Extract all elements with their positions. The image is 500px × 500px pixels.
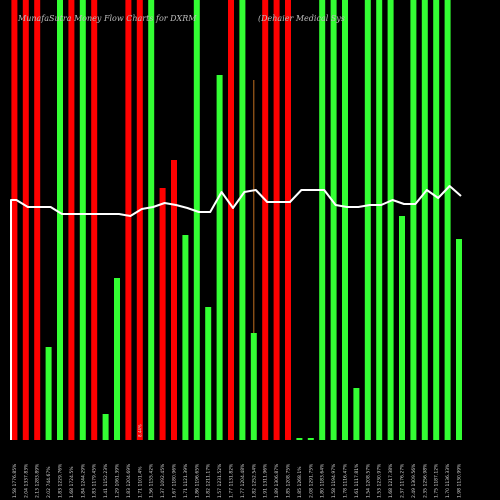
bar-10 — [125, 0, 132, 440]
x-tick-label-33: 1.68 1217.38% — [388, 463, 394, 498]
bar-6 — [79, 0, 86, 440]
money-flow-line — [10, 185, 462, 440]
x-tick-label-layer: 1.58 1776.85% 2.04 1337.83% 2.13 1283.89% 2… — [12, 424, 463, 498]
x-tick-label-19: 1.77 1131.82% — [229, 463, 235, 498]
x-tick-label-2: 2.13 1283.89% — [35, 463, 41, 498]
bar-29 — [342, 0, 348, 440]
x-tick-label-28: 1.58 1194.97% — [331, 463, 337, 498]
bar-27 — [319, 0, 326, 440]
bar-16 — [193, 0, 200, 440]
x-tick-label-21: 1.82 1252.54% — [251, 463, 257, 498]
x-tick-label-38: 1.70 1136.33% — [445, 463, 451, 498]
x-tick-label-32: 1.53 1230.97% — [377, 463, 383, 498]
bar-22 — [262, 0, 269, 440]
x-tick-label-25: 1.85 1268.1% — [297, 466, 303, 498]
bar-15 — [182, 235, 189, 440]
bar-23 — [273, 0, 280, 440]
bar-2 — [34, 0, 41, 440]
bar-19 — [228, 0, 234, 440]
bar-14 — [171, 160, 177, 440]
x-tick-label-23: 1.89 1306.87% — [274, 463, 280, 498]
bar-3 — [45, 347, 52, 440]
x-tick-label-37: 1.75 1187.12% — [434, 463, 440, 498]
x-tick-label-39: 1.98 1130.99% — [457, 463, 463, 498]
x-tick-label-10: 1.83 1204.69% — [126, 463, 132, 498]
bar-13 — [159, 188, 166, 440]
bar-17 — [205, 307, 212, 440]
bar-21 — [250, 333, 257, 440]
x-tick-label-3: 2.02 744.67% — [46, 466, 52, 498]
bar-28 — [330, 0, 337, 440]
bar-35 — [410, 0, 417, 440]
x-tick-label-9: 1.29 1061.39% — [115, 463, 121, 498]
money-flow-line-layer — [10, 185, 462, 440]
bar-30 — [353, 388, 360, 440]
x-tick-label-12: 1.56 1155.42% — [149, 463, 155, 498]
bar-12 — [148, 0, 155, 440]
bar-18 — [216, 75, 223, 440]
x-tick-label-18: 1.57 1231.52% — [217, 463, 223, 498]
x-tick-label-15: 1.71 1121.39% — [183, 463, 189, 498]
x-tick-label-29: 1.78 1116.47% — [343, 463, 349, 498]
bar-24 — [285, 0, 291, 440]
bar-20 — [239, 0, 246, 440]
x-tick-label-6: 1.84 1244.29% — [80, 463, 86, 498]
bar-39 — [456, 239, 462, 440]
bar-34 — [399, 216, 405, 440]
x-tick-label-4: 1.83 1229.76% — [58, 463, 64, 498]
bar-33 — [387, 0, 394, 440]
x-tick-label-7: 1.83 1179.45% — [92, 463, 98, 498]
x-tick-label-17: 1.82 1211.17% — [206, 463, 212, 498]
bar-36 — [421, 0, 428, 440]
x-tick-label-34: 2.37 1176.27% — [400, 463, 406, 498]
bar-31 — [364, 0, 371, 440]
x-tick-label-31: 1.54 1208.57% — [365, 463, 371, 498]
bar-9 — [114, 278, 120, 440]
bar-25 — [296, 438, 303, 440]
bar-26 — [307, 438, 314, 440]
x-tick-label-24: 1.85 1208.75% — [286, 463, 292, 498]
x-tick-label-1: 2.04 1337.83% — [23, 463, 29, 498]
x-tick-label-20: 1.77 1204.48% — [240, 463, 246, 498]
bar-11 — [136, 0, 143, 440]
chart-subtitle: (Dehaier Medical Sys — [258, 14, 345, 23]
x-tick-label-27: 1.80 1183.64% — [320, 463, 326, 498]
x-tick-label-26: 2.08 1291.75% — [308, 463, 314, 498]
bar-layer — [11, 0, 462, 440]
bar-1 — [22, 0, 29, 440]
bar-4 — [57, 0, 63, 440]
x-tick-label-14: 1.67 1180.96% — [172, 463, 178, 498]
x-tick-label-30: 1.61 1117.81% — [354, 463, 360, 498]
x-tick-label-11: 1.71 1101.4% — [137, 466, 143, 498]
odd-percent-label: 8.44% — [137, 424, 142, 437]
bar-37 — [433, 0, 440, 440]
bar-32 — [376, 0, 383, 440]
x-tick-label-0: 1.58 1776.85% — [12, 463, 18, 498]
bar-7 — [91, 0, 98, 440]
bar-0 — [11, 0, 18, 440]
bar-8 — [102, 414, 109, 440]
x-tick-label-35: 2.49 1309.56% — [411, 463, 417, 498]
x-tick-label-5: 1.68 1724.5% — [69, 466, 75, 498]
x-tick-label-36: 2.35 1256.98% — [422, 463, 428, 498]
x-tick-label-16: 1.86 1196.65% — [194, 463, 200, 498]
chart-title: MunafaSutra Money Flow Charts for DXRM — [17, 14, 197, 23]
x-tick-label-22: 1.91 1311.96% — [263, 463, 269, 498]
bar-38 — [444, 0, 451, 440]
x-tick-label-8: 1.41 1152.23% — [103, 463, 109, 498]
bar-5 — [68, 0, 75, 440]
x-tick-label-13: 1.37 1092.45% — [160, 463, 166, 498]
